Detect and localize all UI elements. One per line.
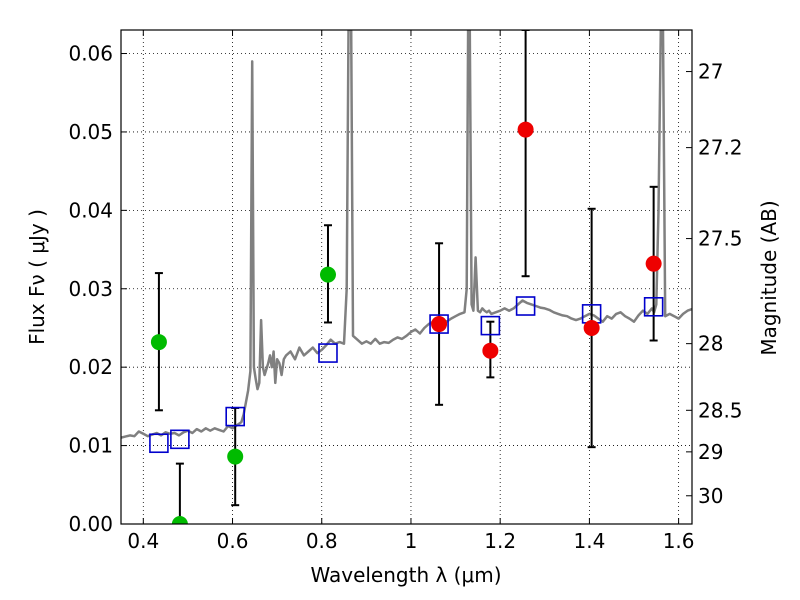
model-spectrum-layer	[121, 30, 692, 439]
y-tick-label: 0.00	[68, 512, 113, 536]
x-tick-label: 1.4	[573, 529, 605, 553]
grid	[121, 30, 692, 525]
model-photometry-square	[643, 296, 664, 317]
other-band-point	[319, 266, 336, 283]
right-tick-label: 30	[698, 484, 723, 508]
right-tick-label: 27.2	[698, 136, 743, 160]
x-tick-label: 0.4	[127, 529, 159, 553]
plot-frame	[120, 29, 693, 525]
detection-point	[645, 255, 662, 272]
model-photometry-square	[318, 343, 338, 363]
x-tick-label: 0.8	[306, 529, 338, 553]
model-spectrum-line	[121, 30, 692, 439]
x-tick-label: 1.2	[484, 529, 516, 553]
right-tick-label: 28.5	[698, 398, 743, 422]
x-tick-label: 0.6	[217, 529, 249, 553]
x-tick-label: 1.6	[663, 529, 695, 553]
y-tick-label: 0.04	[68, 198, 113, 222]
y-axis-label: Flux Fν ( μJy )	[25, 209, 49, 345]
data-points-layer	[149, 30, 664, 524]
model-photometry-square	[480, 315, 501, 336]
other-band-point	[150, 334, 167, 351]
detection-point	[583, 319, 600, 336]
detection-point	[517, 121, 534, 138]
detection-point	[482, 342, 499, 359]
right-tick-label: 27	[698, 60, 723, 84]
model-photometry-square	[170, 429, 190, 450]
y-tick-label: 0.01	[68, 434, 113, 458]
model-photometry-square	[225, 406, 245, 427]
y-tick-label: 0.05	[68, 120, 113, 144]
other-band-point	[171, 516, 188, 524]
x-axis: 0.4 0.6 0.8 1 1.2 1.4 1.6	[127, 30, 695, 553]
model-photometry-square	[515, 296, 536, 316]
y-tick-label: 0.02	[68, 355, 113, 379]
right-tick-label: 29	[698, 440, 723, 464]
detection-point	[431, 316, 448, 333]
right-magnitude-axis: 27 27.2 27.5 28 28.5 29 30	[686, 60, 743, 508]
x-axis-label: Wavelength λ (μm)	[310, 563, 501, 587]
model-photometry-square	[429, 314, 449, 334]
y-tick-label: 0.03	[68, 277, 113, 301]
right-axis-label: Magnitude (AB)	[757, 200, 781, 355]
x-tick-label: 1	[405, 529, 418, 553]
other-band-point	[227, 448, 244, 465]
model-photometry-square	[149, 433, 169, 454]
right-tick-label: 27.5	[698, 227, 743, 251]
y-tick-label: 0.06	[68, 42, 113, 66]
right-tick-label: 28	[698, 332, 723, 356]
y-axis: 0.00 0.01 0.02 0.03 0.04 0.05 0.06	[68, 42, 127, 536]
